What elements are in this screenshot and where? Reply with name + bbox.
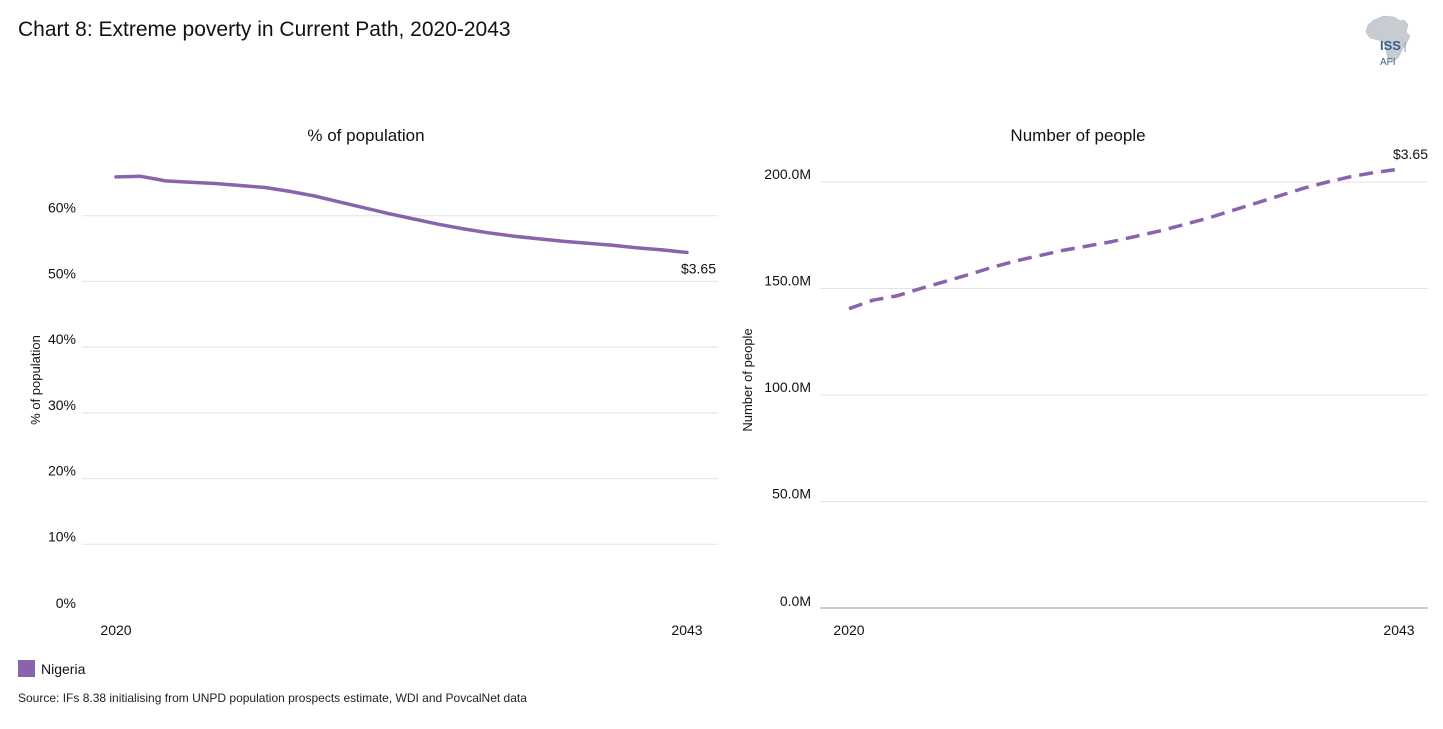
x-tick-label: 2020 <box>833 622 864 638</box>
y-tick-label: 60% <box>48 200 76 216</box>
logo-text: ISS | AFI <box>1380 38 1407 68</box>
y-axis-label: Number of people <box>740 328 755 431</box>
chart-title: Chart 8: Extreme poverty in Current Path… <box>18 18 511 41</box>
y-tick-label: 0.0M <box>780 593 811 609</box>
y-tick-label: 30% <box>48 397 76 413</box>
iss-afi-logo: ISS | AFI <box>1360 12 1422 68</box>
source-note: Source: IFs 8.38 initialising from UNPD … <box>18 691 527 705</box>
legend: Nigeria <box>18 660 85 677</box>
y-axis-label: % of population <box>28 335 43 425</box>
x-tick-label: 2043 <box>671 622 702 638</box>
y-tick-label: 10% <box>48 528 76 544</box>
y-tick-label: 50.0M <box>772 485 811 501</box>
series-line-nigeria <box>848 167 1400 311</box>
y-tick-label: 40% <box>48 331 76 347</box>
logo-text-main: ISS <box>1380 38 1401 53</box>
y-tick-label: 100.0M <box>764 379 811 395</box>
logo-text-sub: AFI <box>1380 57 1396 68</box>
y-tick-label: 20% <box>48 463 76 479</box>
legend-label: Nigeria <box>41 660 86 677</box>
y-tick-label: 50% <box>48 265 76 281</box>
legend-swatch <box>18 660 35 677</box>
y-tick-label: 200.0M <box>764 166 811 182</box>
chart-panel-2: Number of people Number of people 0.0M 50.0… <box>740 126 1428 638</box>
y-tick-label: 0% <box>56 595 76 611</box>
y-tick-label: 150.0M <box>764 272 811 288</box>
chart-subtitle: Number of people <box>1010 126 1145 145</box>
x-tick-label: 2020 <box>100 622 131 638</box>
x-tick-label: 2043 <box>1383 622 1414 638</box>
africa-map-icon <box>1365 15 1411 63</box>
series-line-nigeria <box>114 174 689 255</box>
series-end-label: $3.65 <box>681 261 716 277</box>
chart-panel-1: % of population % of population 0% 10% 20% 30… <box>28 126 718 638</box>
chart-subtitle: % of population <box>307 126 424 145</box>
series-end-label: $3.65 <box>1393 146 1428 162</box>
